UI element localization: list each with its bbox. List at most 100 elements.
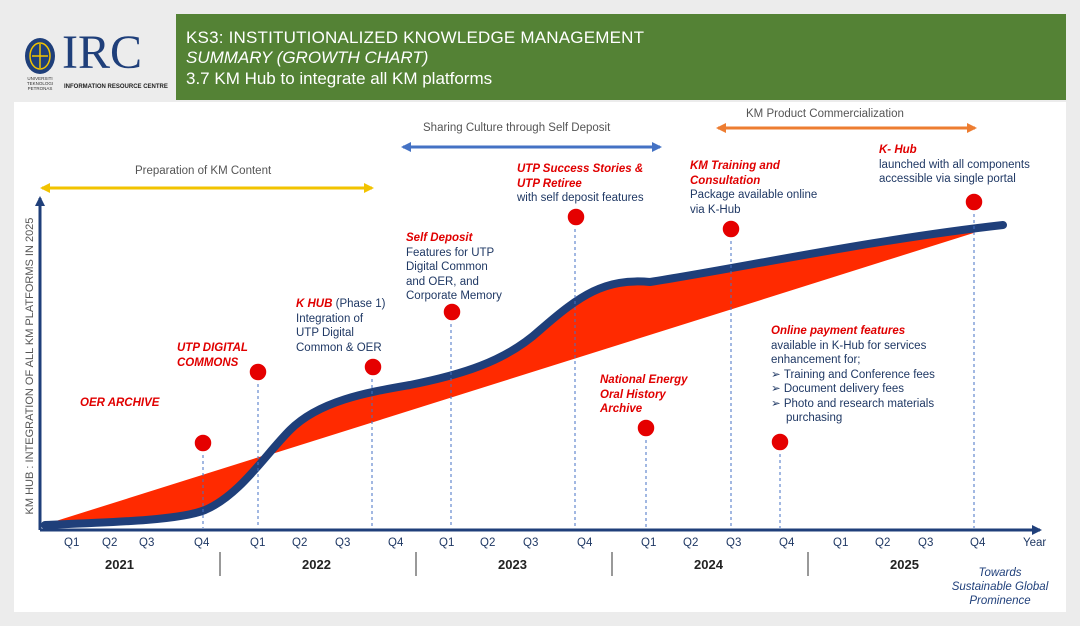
towards-line: Prominence bbox=[969, 595, 1031, 607]
towards-line: Towards bbox=[978, 567, 1022, 579]
label-online-payment: Online payment features available in K-H… bbox=[771, 324, 935, 426]
milestone-dot-self-deposit bbox=[442, 302, 462, 322]
tick-label-quarter: Q1 bbox=[64, 537, 80, 549]
tick-label-quarter: Q3 bbox=[523, 537, 539, 549]
arrow-bullet-icon: ➢ bbox=[771, 383, 784, 395]
tick-label-quarter: Q1 bbox=[833, 537, 849, 549]
label-line: via K-Hub bbox=[690, 203, 741, 216]
label-line: Corporate Memory bbox=[406, 290, 502, 302]
tick-label-quarter: Q1 bbox=[250, 537, 266, 549]
milestone-dot-success-stories bbox=[566, 207, 586, 227]
label-line: with self deposit features bbox=[517, 192, 644, 204]
milestone-dot-khub-phase1 bbox=[363, 357, 383, 377]
tick-label-quarter: Q3 bbox=[726, 537, 742, 549]
milestone-dot-national-energy bbox=[636, 418, 656, 438]
seal-text: UNIVERSITI TEKNOLOGI PETRONAS bbox=[22, 76, 58, 91]
milestone-dot-oer-archive bbox=[193, 433, 213, 453]
growth-curve bbox=[41, 221, 1007, 529]
year-label: 2024 bbox=[694, 557, 723, 572]
bullet-text: Training and Conference fees bbox=[783, 368, 935, 381]
tick-label-quarter: Q4 bbox=[194, 537, 210, 549]
label-line: enhancement for; bbox=[771, 354, 861, 366]
year-label: 2022 bbox=[302, 557, 331, 572]
label-title: Consultation bbox=[690, 174, 761, 187]
label-line: Archive bbox=[600, 403, 643, 415]
logo-subtitle: INFORMATION RESOURCE CENTRE bbox=[64, 84, 168, 90]
phase-label-prep: Preparation of KM Content bbox=[135, 165, 272, 177]
x-axis-end-label: Year bbox=[1023, 537, 1047, 549]
seal-text-line: PETRONAS bbox=[27, 86, 53, 91]
label-line: National Energy bbox=[600, 374, 688, 386]
milestone-dot-online-payment bbox=[770, 432, 790, 452]
subtitle-line: SUMMARY (GROWTH CHART) bbox=[186, 48, 429, 67]
label-khub-final: K- Hub launched with all components acce… bbox=[879, 143, 1030, 187]
label-title: UTP Success Stories & bbox=[517, 163, 644, 175]
tick-label-quarter: Q2 bbox=[292, 537, 308, 549]
label-khub-phase1: K HUB (Phase 1) Integration of UTP Digit… bbox=[296, 297, 385, 355]
milestone-dot-km-training bbox=[721, 219, 741, 239]
topic-line: 3.7 KM Hub to integrate all KM platforms bbox=[186, 69, 493, 88]
tick-label-quarter: Q2 bbox=[875, 537, 891, 549]
bullet-list: ➢ Training and Conference fees ➢ Documen… bbox=[771, 368, 935, 426]
label-line: and OER, and bbox=[406, 275, 479, 288]
year-label: 2021 bbox=[105, 557, 134, 572]
tick-label-quarter: Q4 bbox=[388, 537, 404, 549]
label-line: Integration of bbox=[296, 312, 364, 325]
label-line: Package available online bbox=[690, 189, 818, 201]
label-self-deposit: Self Deposit Features for UTP Digital Co… bbox=[406, 231, 502, 304]
label-national-energy: National Energy Oral History Archive bbox=[600, 373, 688, 417]
label-line: Digital Common bbox=[406, 261, 488, 273]
arrow-bullet-icon: ➢ bbox=[771, 397, 784, 410]
logo-text: IRC bbox=[62, 26, 143, 79]
seal-text-line: TEKNOLOGI bbox=[26, 81, 54, 86]
label-title-row: K HUB (Phase 1) bbox=[296, 297, 385, 312]
phase-label-commercial: KM Product Commercialization bbox=[746, 108, 904, 120]
label-utp-digital-commons: UTP DIGITAL COMMONS bbox=[177, 341, 248, 370]
bullet-item: ➢ Training and Conference fees bbox=[771, 368, 935, 383]
label-line: Features for UTP bbox=[406, 246, 495, 259]
irc-logo: IRC INFORMATION RESOURCE CENTRE UNIVERSI… bbox=[14, 14, 174, 100]
milestone-drop-lines bbox=[202, 202, 975, 528]
label-line: launched with all components bbox=[879, 158, 1030, 171]
title-banner: KS3: INSTITUTIONALIZED KNOWLEDGE MANAGEM… bbox=[176, 14, 1066, 100]
tick-label-quarter: Q2 bbox=[102, 537, 118, 549]
label-line: Oral History bbox=[600, 388, 666, 401]
arrow-bullet-icon: ➢ bbox=[771, 368, 784, 381]
tick-label-quarter: Q4 bbox=[577, 537, 593, 549]
tick-label-quarter: Q4 bbox=[970, 537, 986, 549]
title-line: KS3: INSTITUTIONALIZED KNOWLEDGE MANAGEM… bbox=[186, 28, 645, 47]
bullet-item: ➢ Photo and research materials bbox=[771, 397, 935, 412]
phase-label-sharing: Sharing Culture through Self Deposit bbox=[423, 122, 611, 134]
tick-label-quarter: Q1 bbox=[439, 537, 455, 549]
label-line: Common & OER bbox=[296, 341, 382, 354]
label-suffix: (Phase 1) bbox=[332, 298, 386, 310]
year-label: 2025 bbox=[890, 557, 919, 572]
year-separators bbox=[219, 552, 809, 576]
tick-label-quarter: Q1 bbox=[641, 537, 657, 549]
tick-label-quarter: Q3 bbox=[918, 537, 934, 549]
label-success-stories: UTP Success Stories & UTP Retiree with s… bbox=[517, 162, 644, 206]
label-line: UTP DIGITAL bbox=[177, 342, 248, 354]
label-line: COMMONS bbox=[177, 356, 239, 369]
label-oer-archive: OER ARCHIVE bbox=[80, 397, 160, 409]
linear-reference-line bbox=[44, 231, 976, 526]
label-line: accessible via single portal bbox=[879, 173, 1016, 185]
towards-line: Sustainable Global bbox=[951, 581, 1049, 593]
label-km-training: KM Training and Consultation Package ava… bbox=[690, 159, 817, 217]
bullet-continuation: purchasing bbox=[786, 412, 843, 424]
milestone-dot-utp-digital-commons bbox=[248, 362, 268, 382]
tick-label-quarter: Q2 bbox=[683, 537, 699, 549]
label-title: K HUB bbox=[296, 298, 333, 310]
label-title: Self Deposit bbox=[406, 232, 473, 244]
label-line: UTP Digital bbox=[296, 327, 354, 339]
tick-label-quarter: Q2 bbox=[480, 537, 496, 549]
label-line: available in K-Hub for services bbox=[771, 339, 927, 352]
year-label: 2023 bbox=[498, 557, 527, 572]
bullet-item: ➢ Document delivery fees bbox=[771, 382, 935, 397]
y-axis-title: KM HUB : INTEGRATION OF ALL KM PLATFORMS… bbox=[24, 217, 36, 515]
tick-label-quarter: Q3 bbox=[335, 537, 351, 549]
seal-text-line: UNIVERSITI bbox=[27, 76, 53, 81]
label-title: KM Training and bbox=[690, 160, 780, 172]
